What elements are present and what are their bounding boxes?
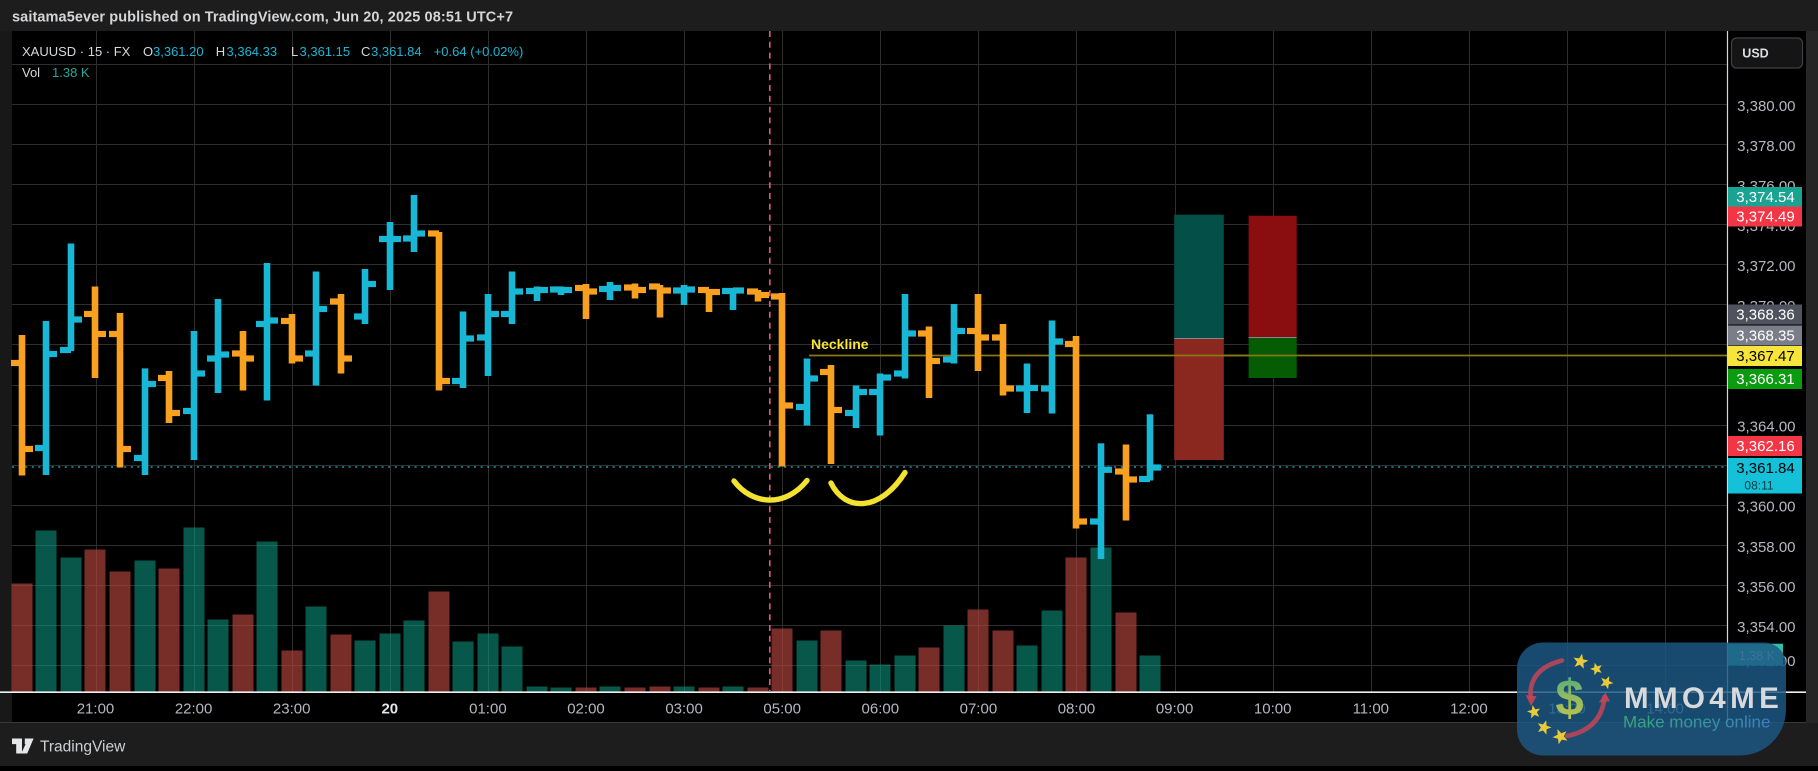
svg-text:3,358.00: 3,358.00	[1737, 539, 1795, 556]
svg-text:22:00: 22:00	[175, 701, 213, 718]
svg-text:3,356.00: 3,356.00	[1737, 579, 1795, 596]
svg-text:TradingView: TradingView	[40, 739, 126, 756]
svg-text:1.38 K: 1.38 K	[52, 65, 90, 80]
svg-text:XAUUSD · 15 · FX: XAUUSD · 15 · FX	[22, 44, 131, 59]
svg-text:09:00: 09:00	[1156, 701, 1194, 718]
svg-text:Make money online: Make money online	[1623, 713, 1770, 732]
svg-text:01:00: 01:00	[469, 701, 507, 718]
svg-text:10:00: 10:00	[1254, 701, 1292, 718]
svg-text:Neckline: Neckline	[811, 336, 869, 352]
svg-text:L: L	[291, 44, 298, 59]
svg-text:08:11: 08:11	[1744, 479, 1773, 493]
svg-text:3,360.00: 3,360.00	[1737, 499, 1795, 516]
svg-text:02:00: 02:00	[567, 701, 605, 718]
svg-text:3,361.20: 3,361.20	[153, 44, 204, 59]
svg-text:3,366.31: 3,366.31	[1736, 371, 1794, 388]
svg-text:3,380.00: 3,380.00	[1737, 98, 1795, 115]
svg-text:07:00: 07:00	[960, 701, 998, 718]
svg-text:11:00: 11:00	[1353, 701, 1389, 718]
svg-text:3,374.49: 3,374.49	[1736, 208, 1794, 225]
svg-text:MMO4ME: MMO4ME	[1624, 682, 1783, 715]
svg-text:3,374.54: 3,374.54	[1736, 189, 1794, 206]
svg-text:05:00: 05:00	[763, 701, 801, 718]
svg-text:06:00: 06:00	[862, 701, 900, 718]
svg-text:3,354.00: 3,354.00	[1737, 619, 1795, 636]
svg-text:3,361.84: 3,361.84	[371, 44, 422, 59]
svg-text:3,378.00: 3,378.00	[1737, 138, 1795, 155]
svg-text:C: C	[361, 44, 370, 59]
svg-text:12:00: 12:00	[1450, 701, 1488, 718]
svg-text:3,364.00: 3,364.00	[1737, 419, 1795, 436]
svg-text:H: H	[216, 44, 225, 59]
svg-text:3,368.36: 3,368.36	[1736, 306, 1794, 323]
svg-text:3,361.84: 3,361.84	[1736, 460, 1794, 477]
svg-text:+0.64 (+0.02%): +0.64 (+0.02%)	[434, 44, 524, 59]
svg-text:03:00: 03:00	[665, 701, 703, 718]
svg-text:08:00: 08:00	[1058, 701, 1096, 718]
svg-text:saitama5ever published on Trad: saitama5ever published on TradingView.co…	[12, 10, 513, 26]
svg-text:$: $	[1555, 669, 1583, 726]
svg-text:Vol: Vol	[22, 65, 40, 80]
svg-text:3,361.15: 3,361.15	[300, 44, 351, 59]
svg-text:3,362.16: 3,362.16	[1736, 438, 1794, 455]
svg-text:USD: USD	[1742, 47, 1768, 61]
svg-text:21:00: 21:00	[77, 701, 115, 718]
svg-text:3,364.33: 3,364.33	[227, 44, 278, 59]
svg-text:3,367.47: 3,367.47	[1736, 348, 1794, 365]
svg-text:3,372.00: 3,372.00	[1737, 258, 1795, 275]
svg-text:20: 20	[381, 701, 398, 718]
svg-text:3,368.35: 3,368.35	[1736, 327, 1794, 344]
svg-text:23:00: 23:00	[273, 701, 311, 718]
svg-text:O: O	[143, 44, 153, 59]
